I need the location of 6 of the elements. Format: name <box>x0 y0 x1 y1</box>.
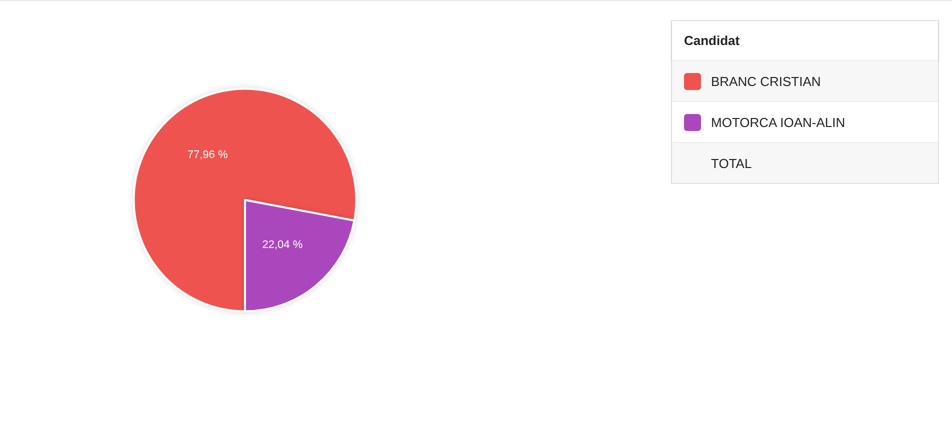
legend-title: Candidat <box>672 21 938 60</box>
text: TOTAL <box>711 156 752 170</box>
legend-label: BRANC CRISTIAN <box>711 74 821 88</box>
legend-label: MOTORCA IOAN-ALIN <box>711 114 846 130</box>
data-label: 22,04 % <box>262 239 303 252</box>
data-label: 77,96 % <box>187 148 228 161</box>
